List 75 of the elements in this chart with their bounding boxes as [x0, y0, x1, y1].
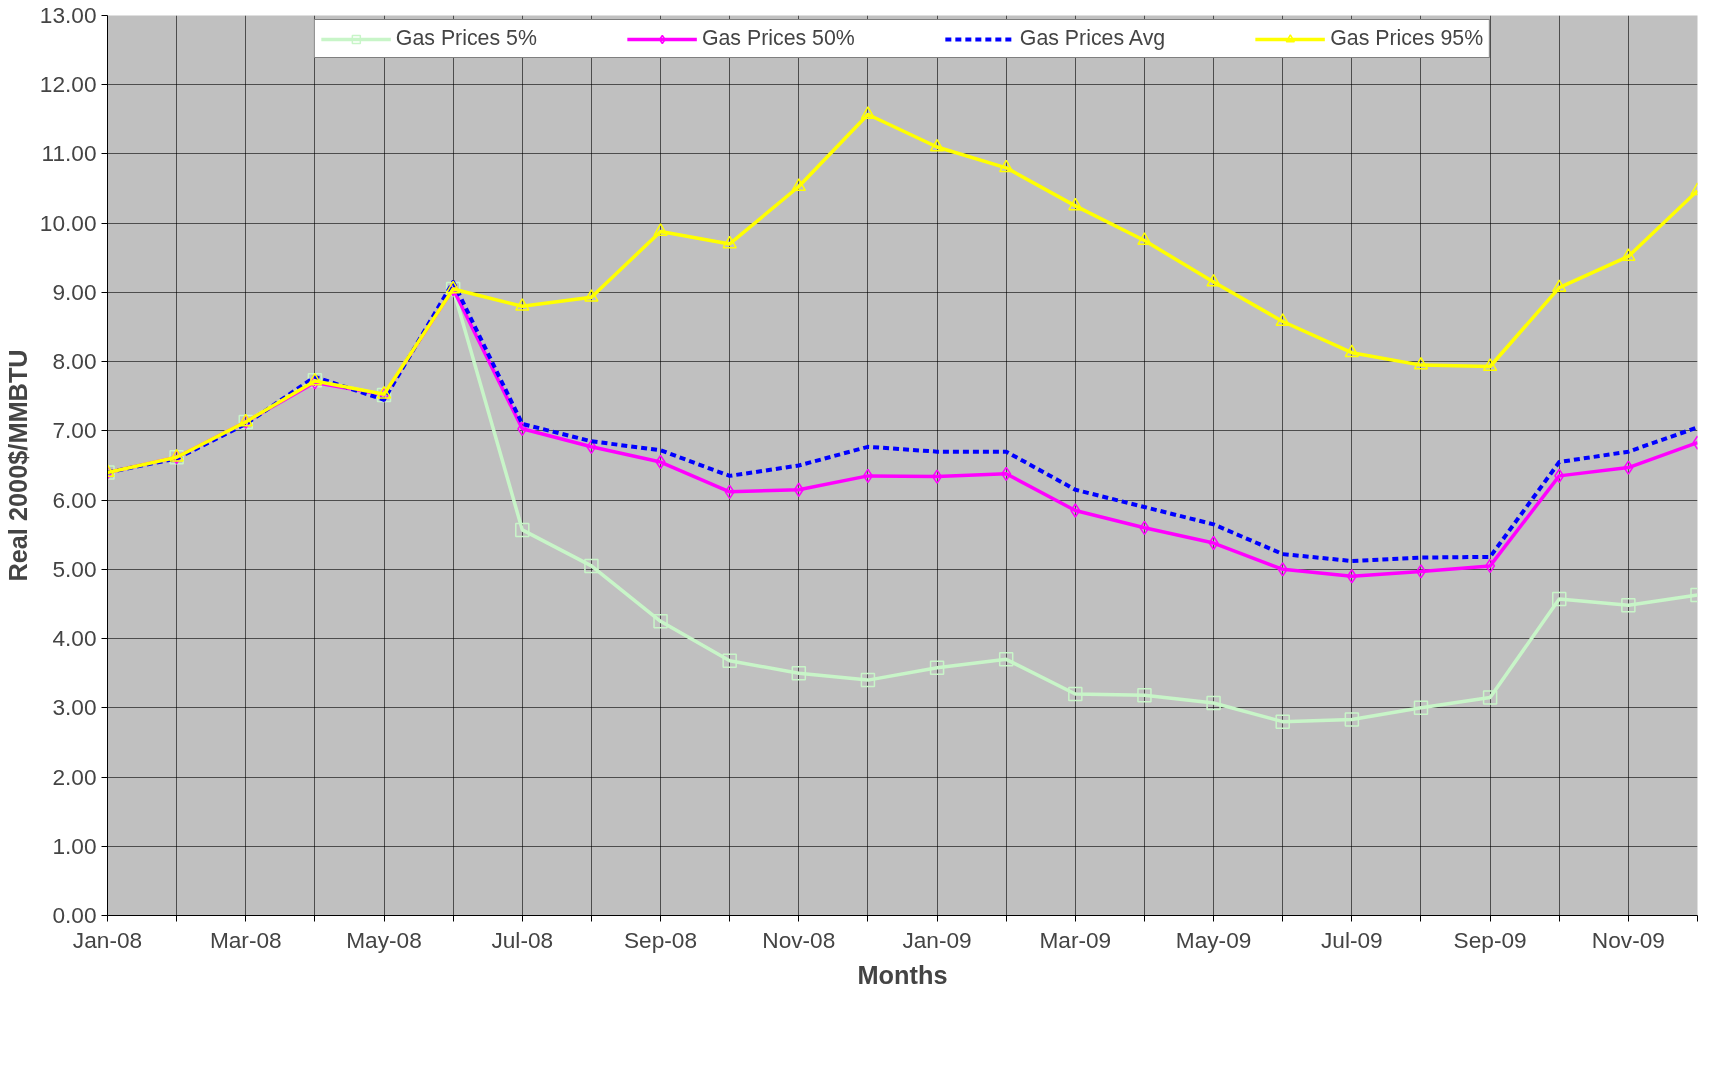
point — [860, 106, 876, 119]
point — [1415, 564, 1427, 579]
x-tick-label: May-09 — [1175, 926, 1252, 953]
point — [1413, 356, 1429, 370]
point — [1206, 273, 1221, 287]
point — [653, 223, 668, 236]
x-tick-label: Jul-09 — [1320, 926, 1383, 953]
y-tick-label: 6.00 — [52, 486, 97, 513]
legend-label: Gas Prices 95% — [1330, 26, 1484, 51]
x-tick-label: Nov-09 — [1591, 926, 1665, 953]
point — [1344, 712, 1360, 727]
point — [584, 558, 599, 574]
x-tick-label: Jul-08 — [491, 926, 554, 953]
x-tick-label: Jan-08 — [72, 926, 143, 953]
point — [376, 385, 392, 399]
x-tick-label: Mar-09 — [1039, 926, 1112, 953]
y-tick-label: 3.00 — [52, 694, 97, 721]
point — [791, 665, 807, 681]
point — [1068, 197, 1083, 211]
y-tick-label: 0.00 — [52, 902, 97, 928]
x-tick-label: Sep-09 — [1453, 926, 1527, 953]
y-tick-label: 4.00 — [52, 625, 97, 652]
y-tick-label: 13.00 — [39, 2, 97, 28]
y-tick-label: 8.00 — [52, 348, 97, 375]
legend-label: Gas Prices Avg — [1019, 26, 1166, 51]
x-tick-label: May-08 — [346, 926, 422, 953]
point — [791, 178, 807, 191]
point — [1623, 460, 1634, 475]
legend-label: Gas Prices 50% — [701, 26, 855, 51]
point — [1482, 690, 1498, 705]
y-axis-title: Real 2000$/MMBTU — [3, 349, 32, 582]
y-tick-label: 11.00 — [41, 140, 97, 167]
x-tick-label: Jan-09 — [902, 926, 972, 953]
point — [1551, 591, 1567, 607]
point — [860, 672, 876, 688]
point — [584, 289, 599, 302]
point — [722, 653, 737, 668]
point — [793, 482, 804, 497]
point — [1413, 700, 1429, 716]
x-axis-title: Months — [857, 960, 948, 989]
point — [929, 660, 945, 675]
point — [1277, 562, 1288, 577]
point — [653, 614, 668, 629]
point — [1137, 232, 1152, 245]
point — [931, 469, 943, 484]
point — [1621, 248, 1636, 261]
y-tick-label: 7.00 — [52, 417, 97, 444]
x-tick-label: Sep-08 — [624, 926, 698, 953]
point — [1137, 688, 1152, 703]
point — [1206, 695, 1221, 711]
y-tick-label: 5.00 — [52, 555, 97, 582]
point — [515, 298, 530, 311]
point — [1346, 569, 1357, 584]
point — [1275, 714, 1290, 729]
legend-label: Gas Prices 5% — [395, 26, 537, 51]
x-tick-label: Nov-08 — [762, 926, 836, 953]
point — [929, 138, 945, 152]
point — [1482, 358, 1498, 371]
point — [722, 235, 737, 249]
point — [1551, 279, 1567, 293]
y-tick-label: 1.00 — [52, 832, 97, 859]
y-tick-label: 9.00 — [52, 278, 97, 305]
point — [1068, 686, 1083, 702]
y-tick-label: 12.00 — [39, 71, 97, 98]
point — [862, 468, 874, 484]
y-tick-label: 2.00 — [52, 763, 97, 790]
point — [998, 652, 1014, 667]
y-tick-label: 10.00 — [39, 209, 97, 236]
point — [998, 159, 1014, 173]
point — [1621, 598, 1636, 613]
point — [515, 522, 530, 538]
point — [1275, 313, 1290, 326]
x-tick-label: Mar-08 — [209, 926, 282, 953]
point — [1070, 503, 1081, 518]
point — [1344, 344, 1360, 358]
